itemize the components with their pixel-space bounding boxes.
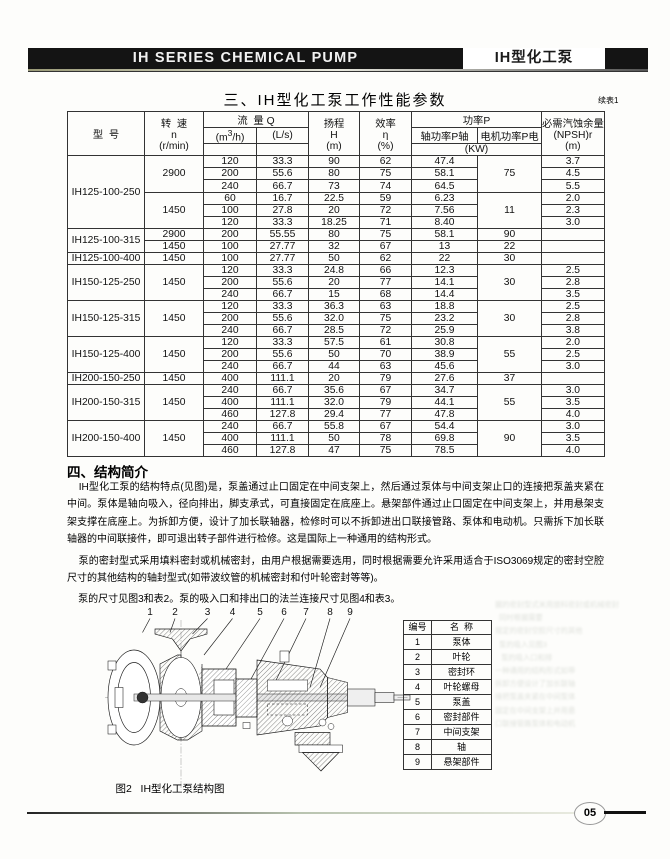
svg-text:2: 2: [172, 607, 178, 618]
svg-text:5: 5: [257, 607, 263, 618]
svg-text:1: 1: [147, 607, 153, 618]
svg-text:8: 8: [327, 607, 333, 618]
svg-text:7: 7: [303, 607, 309, 618]
svg-text:9: 9: [347, 607, 353, 618]
svg-text:4: 4: [230, 607, 236, 618]
svg-text:3: 3: [205, 607, 211, 618]
svg-text:6: 6: [281, 607, 287, 618]
